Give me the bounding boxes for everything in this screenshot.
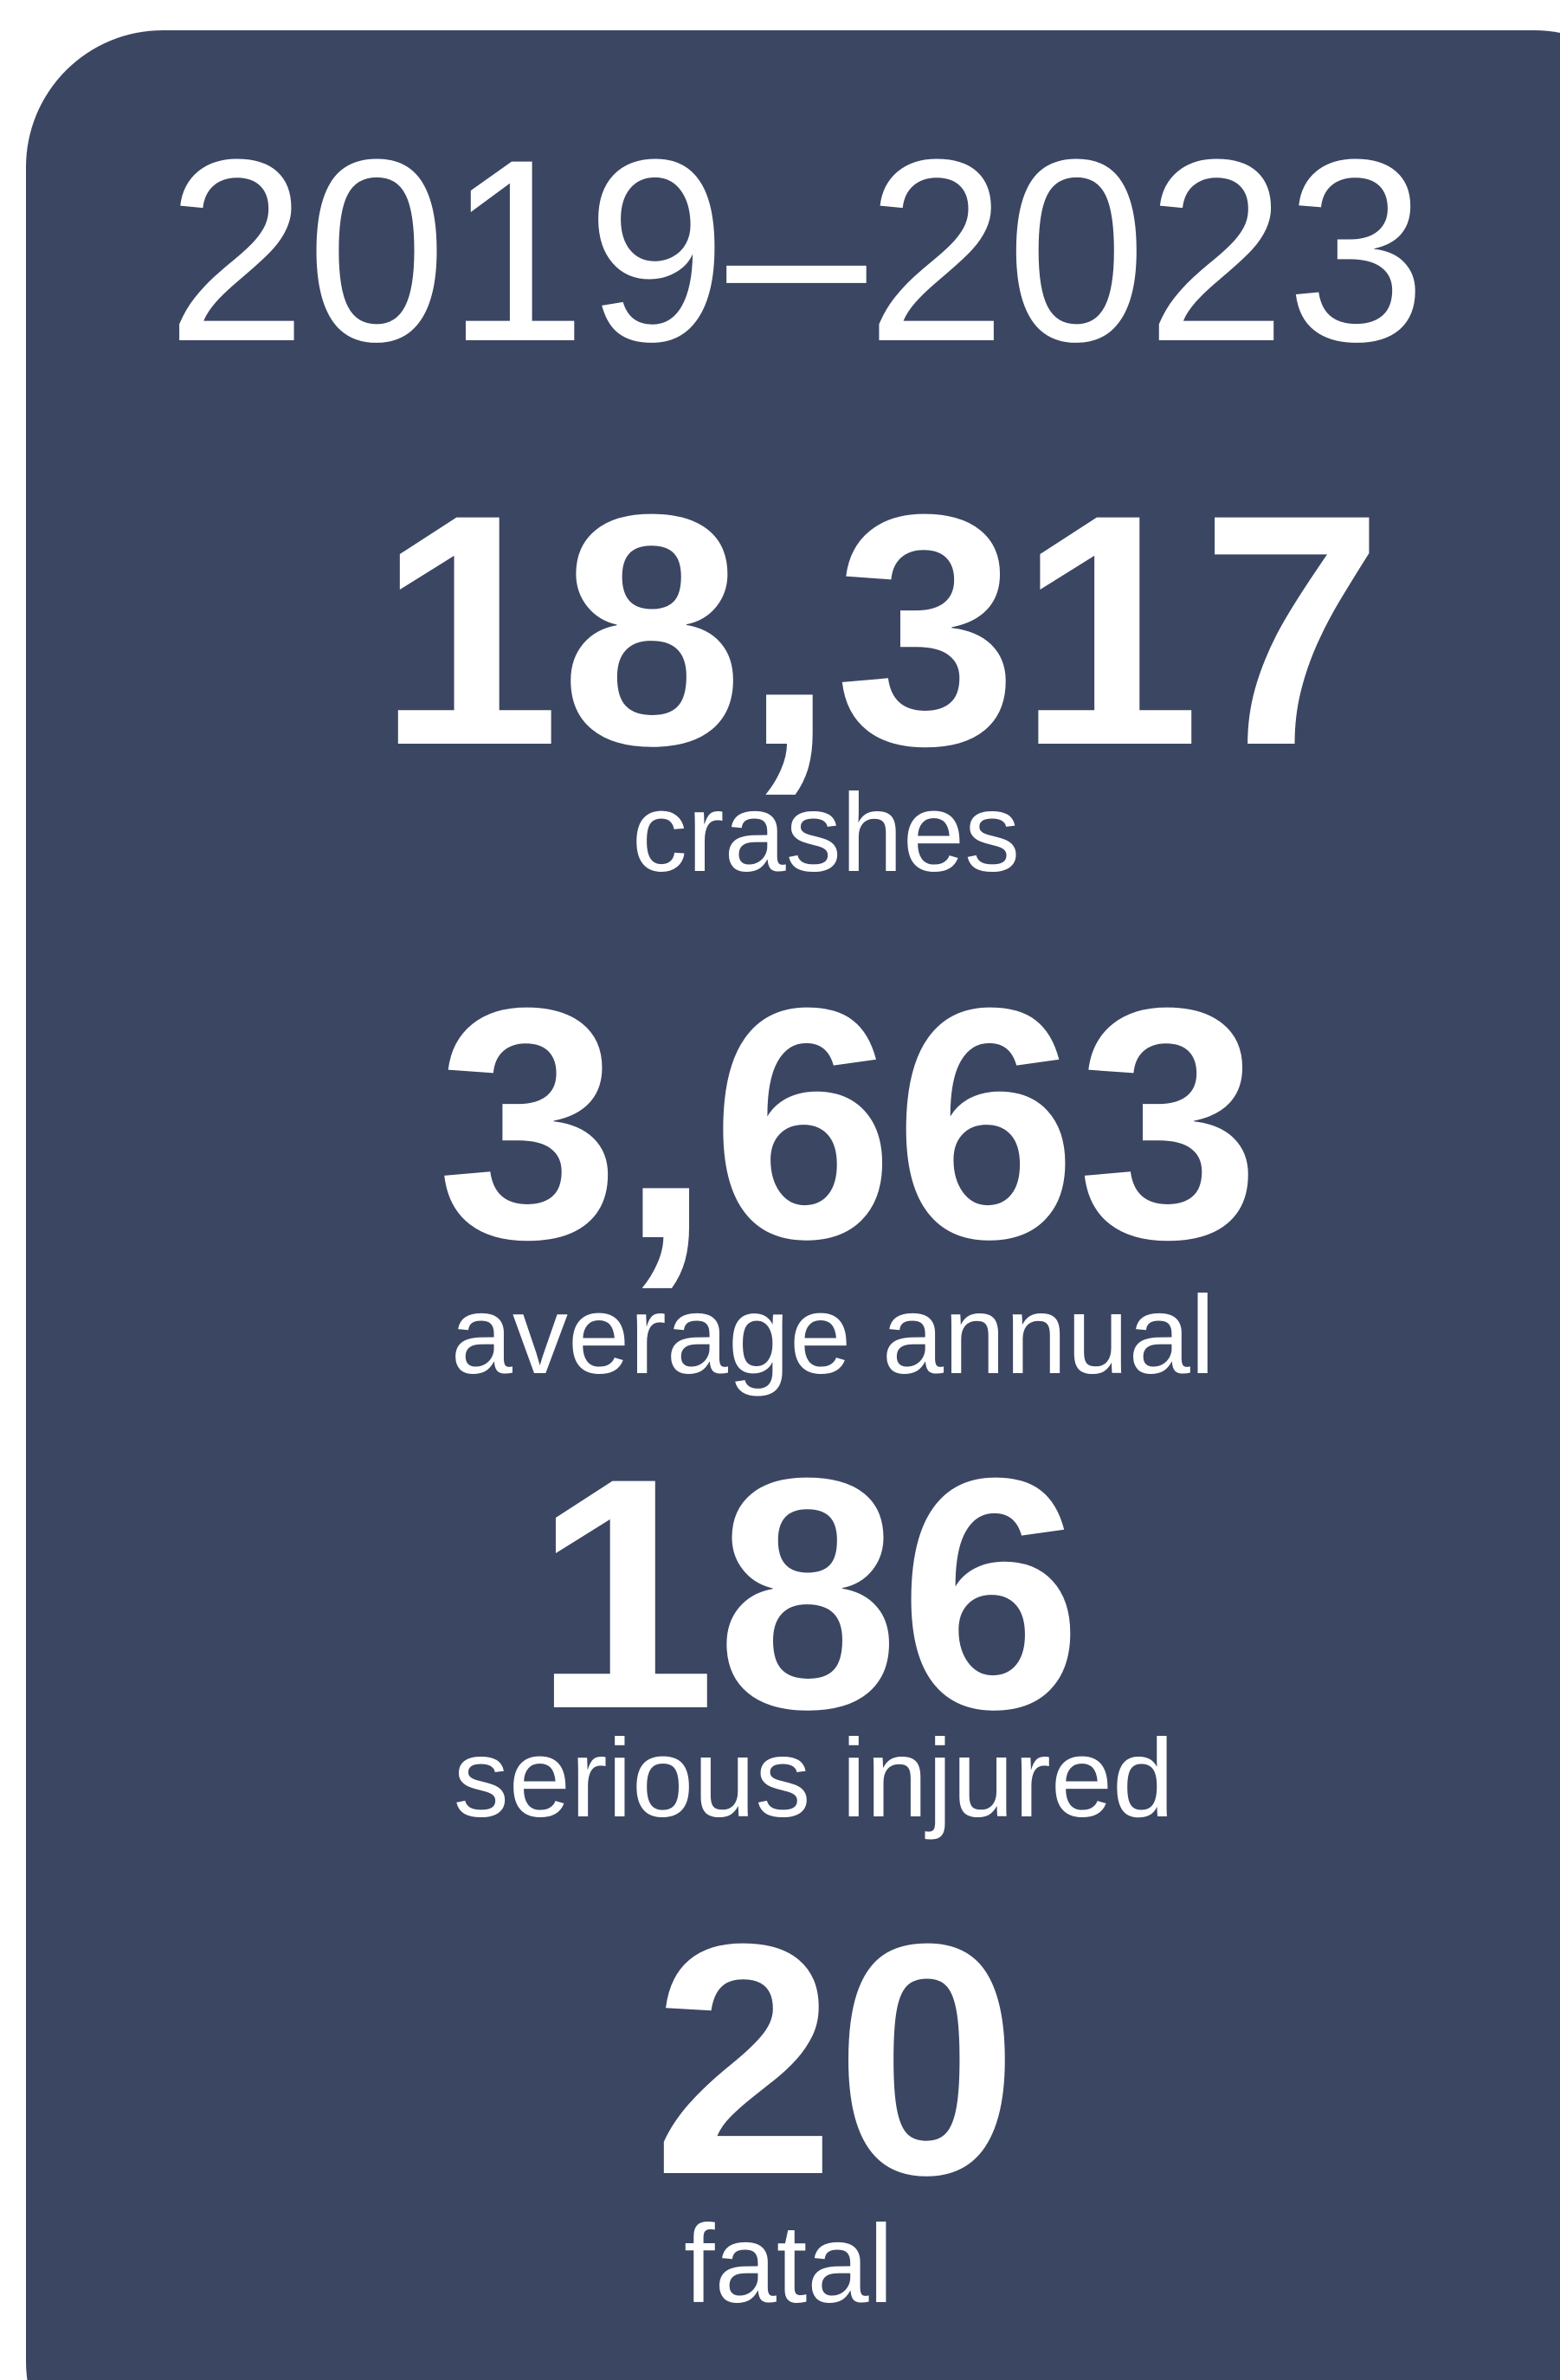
stat-label: fatal bbox=[684, 2203, 893, 2326]
stat-value: 18,317 bbox=[377, 446, 1383, 814]
stat-value: 186 bbox=[533, 1409, 1082, 1777]
stat-label: average annual bbox=[451, 1274, 1215, 1397]
card-background bbox=[26, 30, 1560, 2380]
stat-value: 20 bbox=[653, 1875, 1019, 2243]
title: 2019–2023 bbox=[167, 105, 1427, 396]
stat-label: serious injured bbox=[454, 1717, 1174, 1841]
stat-label: crashes bbox=[632, 771, 1020, 895]
stat-value: 3,663 bbox=[437, 939, 1260, 1307]
